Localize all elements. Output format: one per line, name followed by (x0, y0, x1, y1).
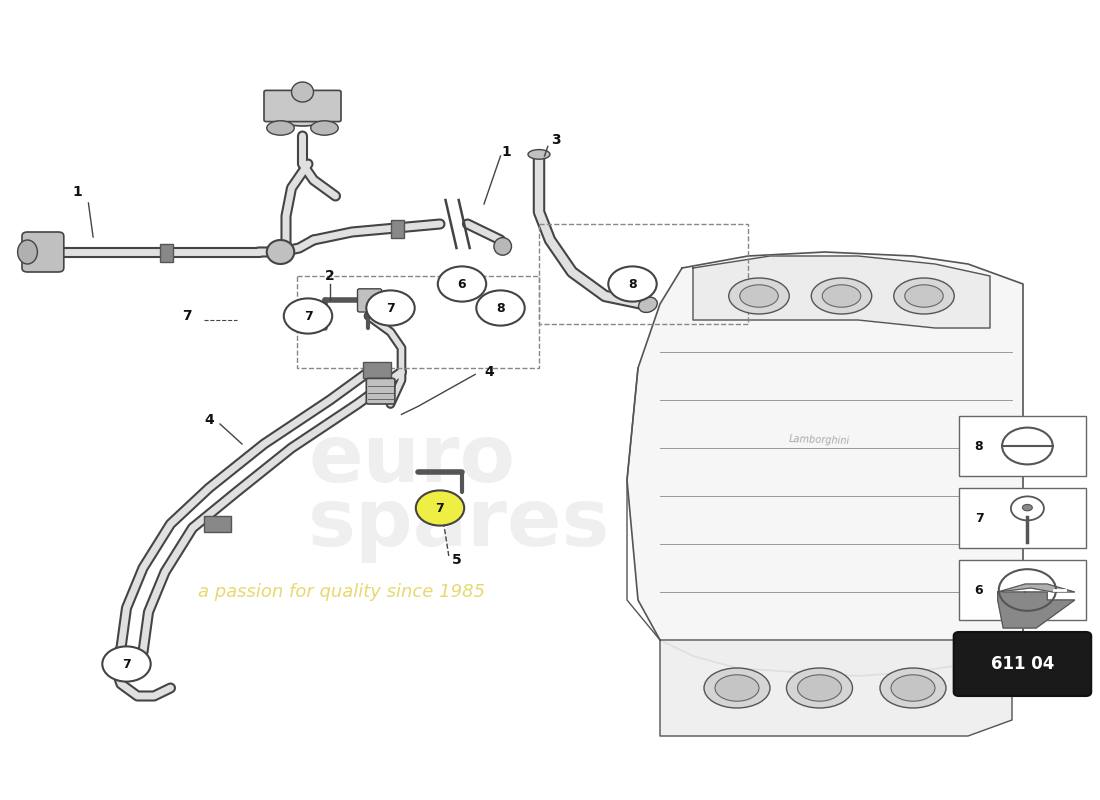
FancyBboxPatch shape (22, 232, 64, 272)
Ellipse shape (266, 240, 295, 264)
Text: 8: 8 (628, 278, 637, 290)
Ellipse shape (292, 82, 313, 102)
Ellipse shape (18, 240, 37, 264)
Bar (539, 224, 748, 324)
Ellipse shape (266, 121, 295, 135)
Circle shape (608, 266, 657, 302)
FancyBboxPatch shape (390, 220, 404, 238)
Text: 1: 1 (502, 145, 510, 159)
Polygon shape (660, 640, 1012, 736)
Text: 8: 8 (496, 302, 505, 314)
Circle shape (438, 266, 486, 302)
Circle shape (102, 646, 151, 682)
Circle shape (416, 490, 464, 526)
Ellipse shape (891, 675, 935, 701)
Ellipse shape (812, 278, 871, 314)
Ellipse shape (893, 278, 955, 314)
Text: 611 04: 611 04 (991, 655, 1054, 673)
Text: 6: 6 (458, 278, 466, 290)
Ellipse shape (798, 675, 842, 701)
Ellipse shape (1022, 504, 1032, 510)
Ellipse shape (715, 675, 759, 701)
Ellipse shape (266, 90, 339, 126)
Text: euro: euro (308, 421, 515, 499)
Text: 6: 6 (975, 583, 983, 597)
FancyBboxPatch shape (366, 378, 395, 404)
FancyBboxPatch shape (264, 90, 341, 122)
Bar (959, 416, 1086, 476)
Text: 7: 7 (975, 511, 983, 525)
Text: 7: 7 (304, 310, 312, 322)
Text: 3: 3 (551, 133, 560, 147)
FancyBboxPatch shape (358, 289, 382, 312)
Polygon shape (693, 256, 990, 328)
Text: 5: 5 (452, 553, 461, 567)
Ellipse shape (880, 668, 946, 708)
Ellipse shape (904, 285, 944, 307)
Ellipse shape (704, 668, 770, 708)
Text: spares: spares (308, 485, 610, 563)
Text: 7: 7 (386, 302, 395, 314)
Text: 4: 4 (205, 413, 213, 427)
FancyBboxPatch shape (160, 244, 173, 262)
Text: 7: 7 (183, 309, 191, 323)
Text: Lamborghini: Lamborghini (789, 434, 850, 446)
Ellipse shape (739, 285, 778, 307)
Polygon shape (627, 252, 1023, 676)
Text: 7: 7 (122, 658, 131, 670)
Circle shape (476, 290, 525, 326)
Ellipse shape (638, 297, 658, 313)
Bar (959, 488, 1086, 548)
Bar (297, 276, 539, 368)
Text: 8: 8 (975, 439, 983, 453)
Circle shape (366, 290, 415, 326)
Ellipse shape (494, 238, 512, 255)
Circle shape (284, 298, 332, 334)
Text: 4: 4 (485, 365, 494, 379)
Text: 1: 1 (73, 185, 81, 199)
Polygon shape (998, 584, 1075, 592)
Ellipse shape (728, 278, 789, 314)
FancyBboxPatch shape (954, 632, 1091, 696)
Polygon shape (998, 592, 1075, 628)
FancyBboxPatch shape (204, 516, 231, 532)
Ellipse shape (823, 285, 860, 307)
FancyBboxPatch shape (363, 362, 390, 378)
Ellipse shape (786, 668, 852, 708)
Ellipse shape (311, 121, 339, 135)
Text: 7: 7 (436, 502, 444, 514)
Bar (959, 560, 1086, 620)
Ellipse shape (528, 150, 550, 159)
Text: 2: 2 (326, 269, 334, 283)
Text: a passion for quality since 1985: a passion for quality since 1985 (198, 583, 485, 601)
